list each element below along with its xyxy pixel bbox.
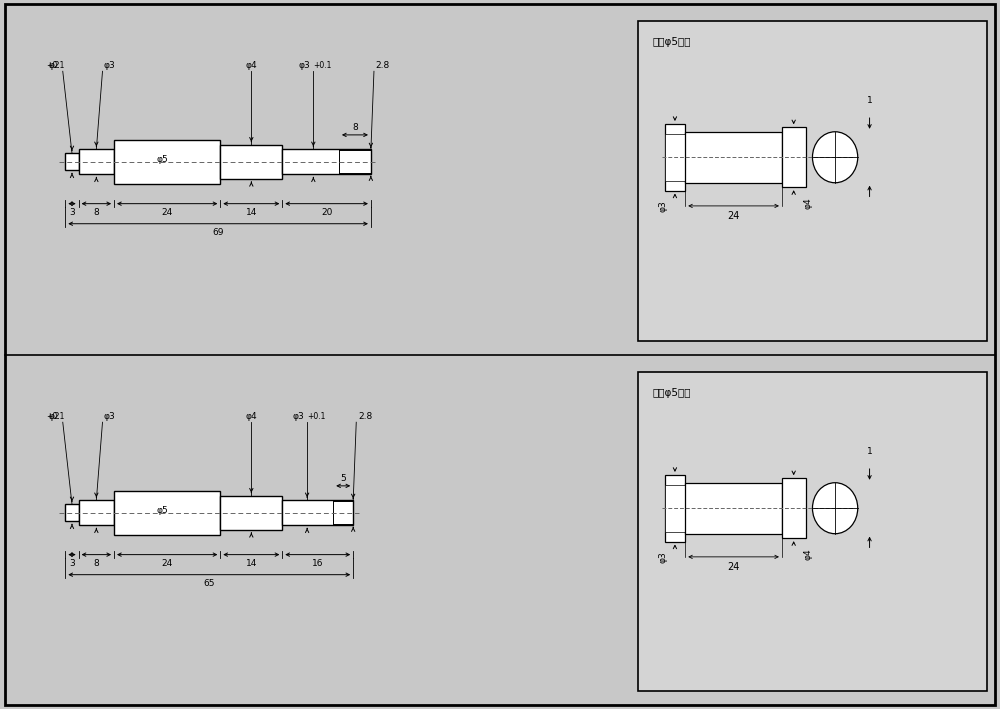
Text: 5: 5 [340,474,346,483]
Bar [685,132,782,183]
Text: φ3: φ3 [298,60,310,69]
Text: φ3: φ3 [104,411,115,420]
Bar [220,496,282,530]
Bar [65,153,79,170]
Text: 3: 3 [69,559,75,568]
Text: 16: 16 [312,559,323,568]
Bar [665,124,685,191]
Text: φ4: φ4 [246,411,257,420]
Bar [79,149,114,174]
Text: φ3: φ3 [658,552,667,563]
Bar [665,485,685,532]
Text: +0.1: +0.1 [46,60,65,69]
Text: φ2: φ2 [48,60,60,69]
Text: 1: 1 [867,96,872,105]
Text: 装轴φ5部分: 装轴φ5部分 [653,38,691,48]
Text: φ3: φ3 [292,411,304,420]
Text: φ5: φ5 [156,506,168,515]
Text: 20: 20 [321,208,332,217]
Text: 8: 8 [352,123,358,132]
Bar [685,483,782,534]
Text: 2.8: 2.8 [376,60,390,69]
Text: 1: 1 [867,447,872,456]
Bar [782,479,806,538]
Text: 65: 65 [204,579,215,588]
Bar [65,504,79,521]
Bar [114,491,220,535]
Text: 14: 14 [246,208,257,217]
Text: 14: 14 [246,559,257,568]
Text: +0.1: +0.1 [46,411,65,420]
Text: φ4: φ4 [804,197,813,209]
Text: 装轴φ5部分: 装轴φ5部分 [653,389,691,398]
Text: φ3: φ3 [658,201,667,212]
Text: 24: 24 [727,562,740,572]
Text: φ4: φ4 [246,60,257,69]
Text: 2.8: 2.8 [358,411,372,420]
Bar [282,149,371,174]
Text: 24: 24 [162,559,173,568]
Text: 8: 8 [93,208,99,217]
Bar [114,140,220,184]
Text: 8: 8 [93,559,99,568]
Bar [782,128,806,187]
Text: φ4: φ4 [804,548,813,560]
Text: 24: 24 [162,208,173,217]
Text: φ5: φ5 [156,155,168,164]
Bar [282,500,353,525]
Text: φ2: φ2 [48,411,60,420]
Bar [79,500,114,525]
Bar [665,134,685,181]
Text: +0.1: +0.1 [313,60,332,69]
Text: +0.1: +0.1 [307,411,325,420]
Text: 69: 69 [212,228,224,238]
Text: φ3: φ3 [104,60,115,69]
Bar [220,145,282,179]
Text: 24: 24 [727,211,740,221]
Bar [665,475,685,542]
Circle shape [812,132,858,183]
Text: 3: 3 [69,208,75,217]
Circle shape [812,483,858,534]
